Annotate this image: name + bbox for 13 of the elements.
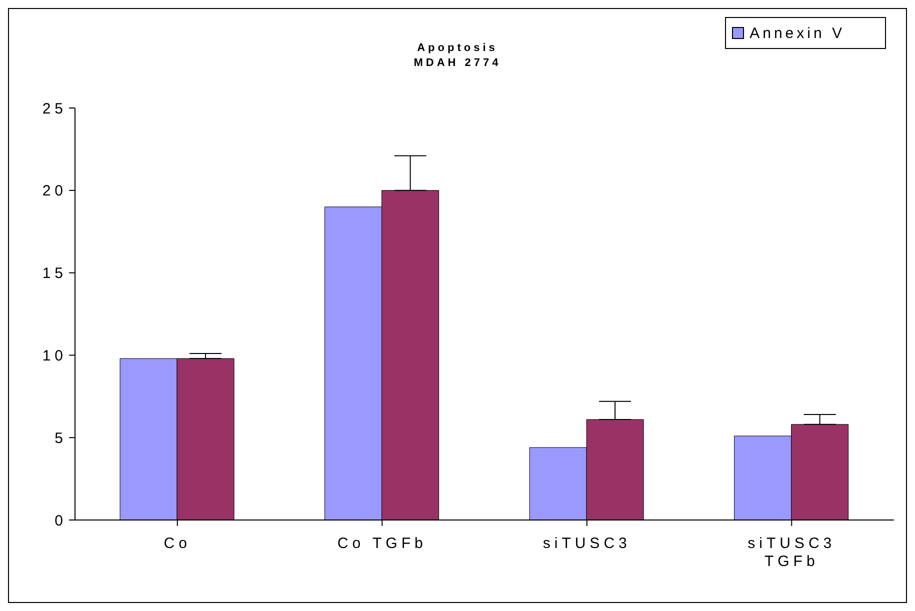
y-tick-label: 15	[42, 265, 67, 282]
chart-title: Apoptosis	[416, 41, 499, 56]
legend-label: Annexin V	[750, 24, 845, 42]
x-tick-label: siTUSC3 TGFb	[748, 535, 836, 570]
y-tick-label: 10	[42, 348, 67, 365]
x-tick-label: Co TGFb	[337, 535, 427, 552]
y-tick-label: 20	[42, 182, 67, 200]
y-tick-label: 25	[42, 100, 67, 118]
chart-subtitle: MDAH 2774	[412, 56, 502, 71]
x-tick-label: siTUSC3	[542, 535, 631, 552]
y-tick-label: 5	[54, 430, 67, 447]
x-tick-label: Co	[164, 535, 191, 552]
y-tick-label: 0	[54, 512, 67, 530]
